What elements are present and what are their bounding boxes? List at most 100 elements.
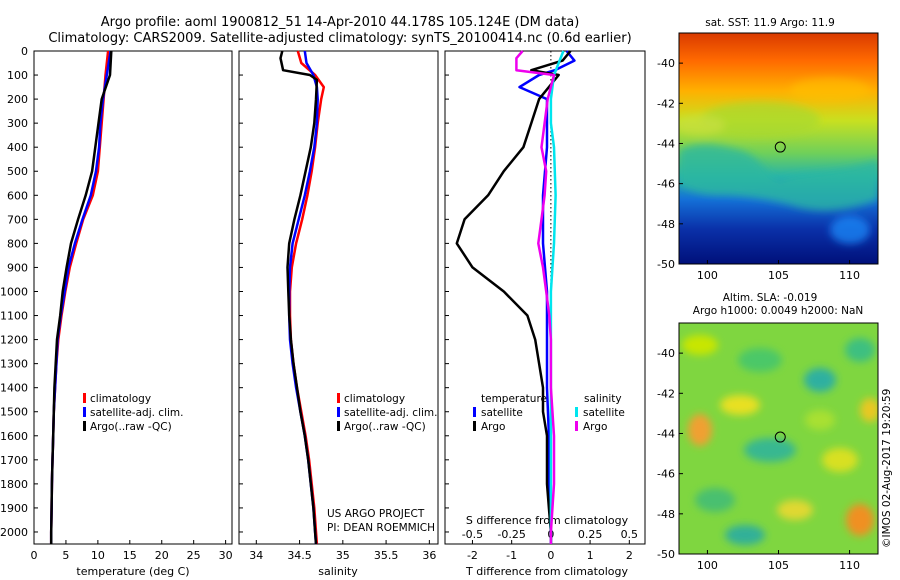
series-line-argo-raw-qc xyxy=(49,50,113,544)
lon-tick-label: 105 xyxy=(768,269,789,282)
legend-title-temperature: temperature xyxy=(481,393,547,405)
legend-label-temp-argo: Argo xyxy=(481,421,505,433)
altimetry-title-line-1: Altim. SLA: -0.019 xyxy=(723,292,818,304)
s-diff-tick-label: -0.25 xyxy=(497,528,525,541)
x-tick-label: 5 xyxy=(62,549,69,562)
lat-tick-label: -44 xyxy=(657,427,675,440)
legend-label-satellite: satellite-adj. clim. xyxy=(344,407,437,419)
lat-tick-label: -46 xyxy=(657,468,675,481)
legend-label-climatology: climatology xyxy=(344,393,405,405)
legend-label-sal-satellite: satellite xyxy=(583,407,625,419)
argo-position-marker xyxy=(774,431,786,443)
s-diff-tick-label: -0.5 xyxy=(462,528,483,541)
difference-panel xyxy=(444,50,646,545)
altimetry-map-lat-ticks: -40 -42 -44 -46 -48 -50 xyxy=(657,347,683,561)
x-tick-label: 15 xyxy=(123,549,137,562)
depth-tick-label: 400 xyxy=(7,141,28,154)
title-line-2: Climatology: CARS2009. Satellite-adjuste… xyxy=(48,31,631,46)
salinity-axes-frame xyxy=(238,50,439,545)
x-tick-label: 34 xyxy=(249,549,263,562)
project-line-2: PI: DEAN ROEMMICH xyxy=(327,522,435,534)
lat-tick-label: -40 xyxy=(657,57,675,70)
depth-tick-label: 100 xyxy=(7,69,28,82)
x-tick-label: 25 xyxy=(187,549,201,562)
legend-label-temp-satellite: satellite xyxy=(481,407,523,419)
x-tick-label: 0 xyxy=(31,549,38,562)
s-difference-x-ticks: -0.5 -0.25 0 0.25 0.5 xyxy=(462,528,638,541)
difference-profiles xyxy=(455,50,576,544)
lon-tick-label: 100 xyxy=(697,269,718,282)
x-tick-label: 10 xyxy=(91,549,105,562)
x-tick-label: 34.5 xyxy=(287,549,312,562)
depth-tick-label: 2000 xyxy=(0,526,28,539)
depth-tick-label: 1200 xyxy=(0,334,28,347)
x-tick-label: 1 xyxy=(587,549,594,562)
legend-swatch-argo xyxy=(83,421,86,431)
x-tick-label: 30 xyxy=(219,549,233,562)
temperature-panel xyxy=(33,50,233,545)
x-tick-label: 2 xyxy=(626,549,633,562)
legend-label-argo: Argo(..raw -QC) xyxy=(344,421,426,433)
sst-map-lat-ticks: -40 -42 -44 -46 -48 -50 xyxy=(657,57,683,271)
depth-tick-label: 1400 xyxy=(0,382,28,395)
difference-legend: temperature salinity satellite Argo sate… xyxy=(473,393,625,433)
legend-swatch-sal-satellite xyxy=(575,407,578,417)
legend-swatch-satellite xyxy=(337,407,340,417)
legend-swatch-sal-argo xyxy=(575,421,578,431)
lat-tick-label: -42 xyxy=(657,387,675,400)
legend-swatch-satellite xyxy=(83,407,86,417)
s-diff-tick-label: 0.5 xyxy=(621,528,639,541)
depth-tick-label: 800 xyxy=(7,237,28,250)
depth-tick-label: 1900 xyxy=(0,502,28,515)
depth-tick-label: 600 xyxy=(7,189,28,202)
temperature-profiles xyxy=(49,50,113,544)
series-line-salinity-satellite xyxy=(549,50,565,544)
temperature-legend: climatology satellite-adj. clim. Argo(..… xyxy=(83,393,183,433)
sst-map-image xyxy=(679,33,878,264)
lat-tick-label: -48 xyxy=(657,218,675,231)
title-line-1: Argo profile: aoml 1900812_51 14-Apr-201… xyxy=(101,15,580,30)
x-tick-label: -2 xyxy=(467,549,478,562)
x-tick-label: -1 xyxy=(506,549,517,562)
altimetry-title-line-2: Argo h1000: 0.0049 h2000: NaN xyxy=(693,305,863,317)
depth-tick-label: 500 xyxy=(7,165,28,178)
legend-label-sal-argo: Argo xyxy=(583,421,607,433)
x-tick-label: 35.5 xyxy=(374,549,399,562)
temperature-xlabel: temperature (deg C) xyxy=(76,565,189,578)
depth-tick-label: 1300 xyxy=(0,358,28,371)
lon-tick-label: 110 xyxy=(839,269,860,282)
depth-tick-label: 200 xyxy=(7,93,28,106)
sst-map-title: sat. SST: 11.9 Argo: 11.9 xyxy=(705,17,835,29)
series-line-temperature-argo xyxy=(455,50,572,544)
salinity-xlabel: salinity xyxy=(318,565,358,578)
x-tick-label: 20 xyxy=(155,549,169,562)
difference-axes-frame xyxy=(444,50,646,545)
depth-tick-label: 1800 xyxy=(0,478,28,491)
argo-position-marker xyxy=(774,141,786,153)
legend-label-satellite: satellite-adj. clim. xyxy=(90,407,183,419)
lon-tick-label: 105 xyxy=(768,559,789,572)
depth-tick-label: 1600 xyxy=(0,430,28,443)
lon-tick-label: 110 xyxy=(839,559,860,572)
lat-tick-label: -46 xyxy=(657,178,675,191)
legend-swatch-temp-argo xyxy=(473,421,476,431)
temperature-x-ticks: 0 5 10 15 20 25 30 xyxy=(31,540,233,562)
legend-label-climatology: climatology xyxy=(90,393,151,405)
legend-swatch-temp-satellite xyxy=(473,407,476,417)
depth-tick-label: 1100 xyxy=(0,310,28,323)
series-line-argo-raw-qc xyxy=(279,50,319,545)
t-difference-xlabel: T difference from climatology xyxy=(465,565,628,578)
salinity-panel xyxy=(238,50,439,545)
x-tick-label: 36 xyxy=(422,549,436,562)
depth-tick-label: 0 xyxy=(21,45,28,58)
project-line-1: US ARGO PROJECT xyxy=(327,508,425,520)
lat-tick-label: -50 xyxy=(657,548,675,561)
salinity-profiles xyxy=(279,50,326,545)
legend-label-argo: Argo(..raw -QC) xyxy=(90,421,172,433)
depth-tick-label: 700 xyxy=(7,213,28,226)
temperature-axes-frame xyxy=(33,50,233,545)
altimetry-map-lon-ticks: 100 105 110 xyxy=(697,550,860,572)
imos-stamp: ©IMOS 02-Aug-2017 19:20:59 xyxy=(881,389,893,548)
lat-tick-label: -44 xyxy=(657,137,675,150)
x-tick-label: 35 xyxy=(336,549,350,562)
